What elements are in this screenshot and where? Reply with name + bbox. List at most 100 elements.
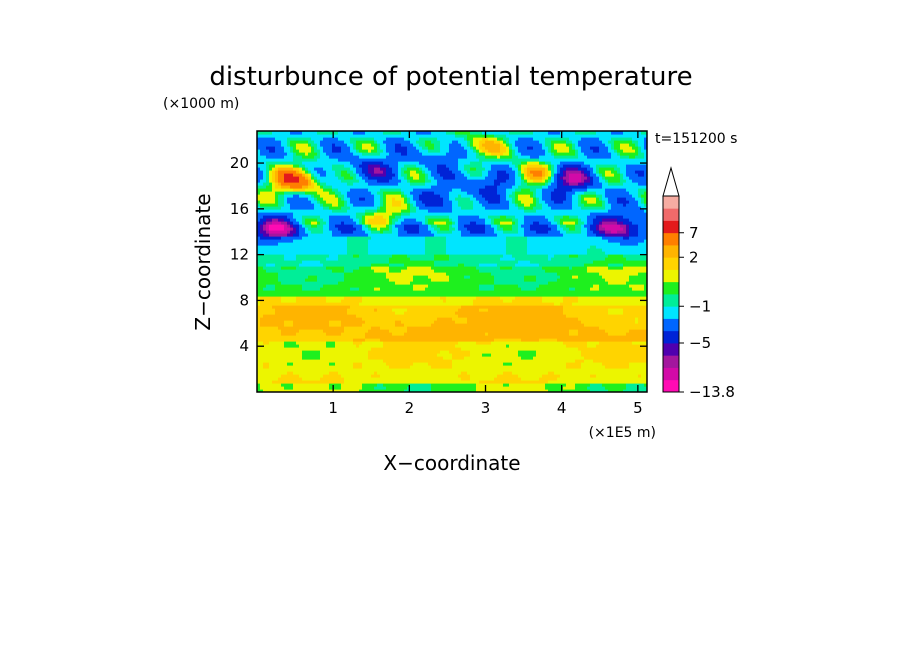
contour-cell [374, 344, 378, 348]
contour-cell [341, 290, 345, 294]
contour-cell [398, 239, 402, 243]
contour-cell [416, 332, 420, 336]
contour-cell [317, 341, 321, 345]
contour-cell [410, 272, 414, 276]
contour-cell [398, 152, 402, 156]
contour-cell [332, 299, 336, 303]
contour-cell [401, 305, 405, 309]
contour-cell [314, 269, 318, 273]
contour-cell [419, 365, 423, 369]
contour-cell [266, 215, 270, 219]
contour-cell [275, 332, 279, 336]
contour-cell [293, 332, 297, 336]
contour-cell [395, 371, 399, 375]
contour-cell [287, 308, 291, 312]
contour-cell [317, 143, 321, 147]
contour-cell [398, 242, 402, 246]
contour-cell [290, 317, 294, 321]
contour-cell [272, 185, 276, 189]
contour-cell [419, 164, 423, 168]
contour-cell [365, 227, 369, 231]
contour-cell [404, 143, 408, 147]
contour-cell [275, 359, 279, 363]
contour-cell [392, 278, 396, 282]
contour-cell [419, 140, 423, 144]
contour-cell [320, 356, 324, 360]
contour-cell [362, 248, 366, 252]
contour-cell [326, 368, 330, 372]
contour-cell [314, 341, 318, 345]
contour-cell [284, 320, 288, 324]
contour-cell [386, 371, 390, 375]
contour-cell [389, 371, 393, 375]
contour-cell [275, 236, 279, 240]
contour-cell [353, 185, 357, 189]
contour-cell [428, 368, 432, 372]
contour-cell [323, 191, 327, 195]
contour-cell [362, 167, 366, 171]
contour-cell [263, 176, 267, 180]
contour-cell [428, 389, 432, 392]
contour-cell [338, 233, 342, 237]
contour-cell [425, 380, 429, 384]
contour-cell [290, 233, 294, 237]
contour-cell [269, 260, 273, 264]
contour-cell [314, 356, 318, 360]
contour-cell [323, 389, 327, 392]
contour-cell [329, 320, 333, 324]
contour-cell [308, 134, 312, 138]
contour-cell [404, 200, 408, 204]
contour-cell [293, 347, 297, 351]
contour-cell [266, 146, 270, 150]
contour-cell [350, 221, 354, 225]
contour-cell [416, 248, 420, 252]
contour-cell [311, 185, 315, 189]
contour-cell [392, 293, 396, 297]
contour-cell [308, 365, 312, 369]
contour-cell [341, 239, 345, 243]
contour-cell [278, 305, 282, 309]
contour-cell [257, 305, 261, 309]
contour-cell [395, 266, 399, 270]
contour-cell [380, 281, 384, 285]
contour-cell [416, 347, 420, 351]
contour-cell [329, 173, 333, 177]
contour-cell [281, 323, 285, 327]
contour-cell [353, 326, 357, 330]
contour-cell [410, 197, 414, 201]
contour-cell [416, 260, 420, 264]
contour-cell [296, 383, 300, 387]
contour-cell [374, 257, 378, 261]
contour-cell [320, 242, 324, 246]
contour-cell [344, 191, 348, 195]
contour-cell [287, 176, 291, 180]
contour-cell [326, 206, 330, 210]
contour-cell [344, 167, 348, 171]
contour-cell [395, 356, 399, 360]
contour-cell [263, 293, 267, 297]
contour-cell [266, 299, 270, 303]
contour-cell [350, 380, 354, 384]
contour-cell [281, 182, 285, 186]
contour-cell [278, 149, 282, 153]
contour-cell [371, 290, 375, 294]
contour-cell [260, 230, 264, 234]
contour-cell [299, 326, 303, 330]
contour-cell [269, 284, 273, 288]
contour-cell [383, 137, 387, 141]
contour-cell [311, 284, 315, 288]
contour-cell [260, 365, 264, 369]
contour-cell [386, 215, 390, 219]
contour-cell [290, 305, 294, 309]
contour-cell [323, 179, 327, 183]
contour-cell [287, 377, 291, 381]
contour-cell [284, 374, 288, 378]
contour-cell [296, 257, 300, 261]
contour-cell [359, 383, 363, 387]
contour-cell [323, 347, 327, 351]
contour-cell [269, 302, 273, 306]
contour-cell [362, 182, 366, 186]
contour-cell [320, 386, 324, 390]
contour-cell [413, 317, 417, 321]
contour-cell [284, 254, 288, 258]
